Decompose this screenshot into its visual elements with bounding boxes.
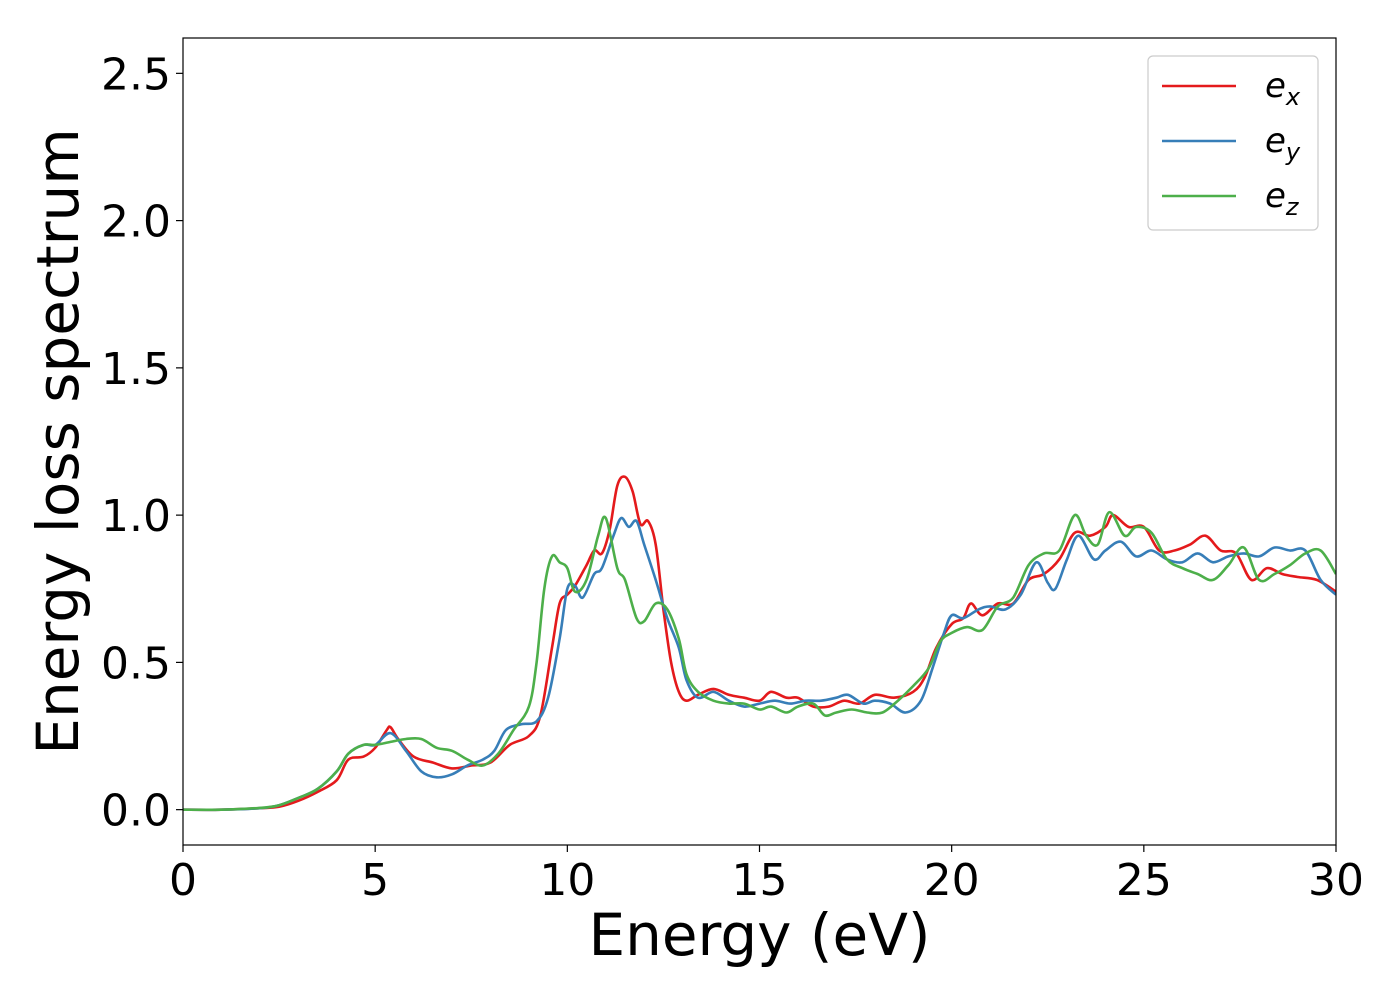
y-tick-label: 1.0 (101, 491, 171, 542)
legend-label-subscript: z (1285, 193, 1300, 221)
legend-label-base: e (1265, 121, 1286, 161)
legend-label-base: e (1265, 176, 1286, 216)
series-line-x (183, 475, 1336, 812)
legend-label-x: ex (1265, 66, 1301, 111)
legend-label-z: ez (1265, 176, 1300, 221)
y-tick-label: 0.5 (101, 638, 171, 689)
x-tick-label: 30 (1308, 855, 1364, 906)
x-tick-label: 15 (732, 855, 788, 906)
legend-label-subscript: y (1285, 138, 1301, 166)
legend-label-subscript: x (1285, 83, 1301, 111)
x-axis-ticks: 0 5 10 15 20 25 30 (169, 845, 1364, 906)
legend-label-y: ey (1265, 121, 1301, 166)
legend-box (1147, 55, 1319, 231)
y-tick-label: 0.0 (101, 786, 171, 837)
y-axis-title: Energy loss spectrum (24, 128, 92, 754)
x-tick-label: 0 (169, 855, 197, 906)
y-axis-ticks: 0.0 0.5 1.0 1.5 2.0 2.5 (101, 49, 183, 837)
x-tick-label: 5 (361, 855, 389, 906)
x-axis-title: Energy (eV) (588, 901, 930, 969)
legend-label-base: e (1265, 66, 1286, 106)
series-line-z (183, 510, 1336, 812)
x-tick-label: 25 (1116, 855, 1172, 906)
y-tick-label: 2.0 (101, 197, 171, 248)
x-tick-label: 20 (924, 855, 980, 906)
series-line-y (183, 516, 1336, 812)
y-tick-label: 1.5 (101, 344, 171, 395)
x-tick-label: 10 (539, 855, 595, 906)
series-layer (183, 475, 1336, 812)
y-tick-label: 2.5 (101, 49, 171, 100)
